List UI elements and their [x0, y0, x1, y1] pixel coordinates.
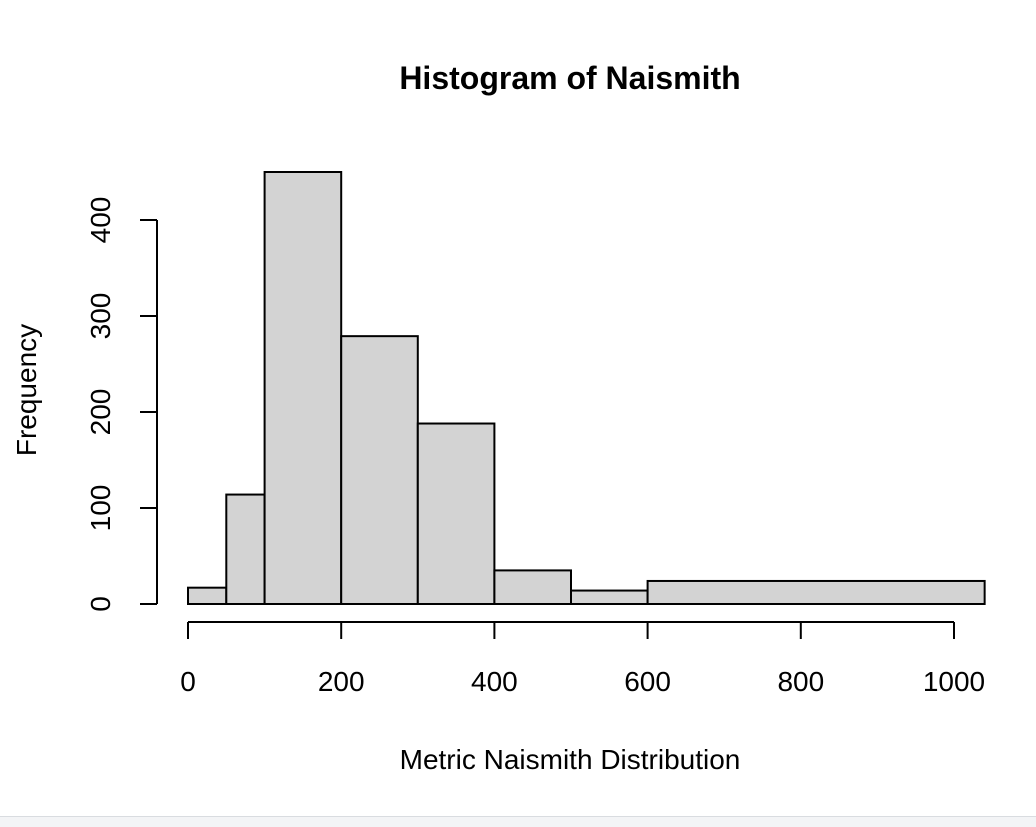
x-tick-label-0: 0 — [180, 666, 196, 697]
y-axis: 0 100 200 300 400 — [85, 197, 158, 612]
histogram-bar-8 — [646, 579, 986, 606]
x-axis-label: Metric Naismith Distribution — [400, 744, 741, 775]
y-tick-label-400: 400 — [85, 197, 116, 244]
y-tick-label-0: 0 — [85, 596, 116, 612]
y-tick-label-200: 200 — [85, 389, 116, 436]
x-tick-label-200: 200 — [318, 666, 365, 697]
histogram-bar-5 — [416, 422, 496, 605]
histogram-bar-7 — [570, 589, 649, 605]
x-tick-label-1000: 1000 — [923, 666, 985, 697]
histogram-bar-3 — [263, 171, 343, 605]
y-tick-label-100: 100 — [85, 485, 116, 532]
y-axis-label: Frequency — [11, 324, 42, 456]
histogram-bars — [187, 171, 986, 606]
x-tick-label-600: 600 — [624, 666, 671, 697]
x-tick-label-800: 800 — [777, 666, 824, 697]
histogram-bar-6 — [493, 569, 572, 606]
histogram-bar-4 — [340, 335, 419, 605]
footer-strip — [0, 816, 1036, 827]
histogram-bar-2 — [225, 493, 266, 605]
chart-title: Histogram of Naismith — [399, 60, 740, 96]
histogram-bar-1 — [187, 586, 228, 605]
y-tick-label-300: 300 — [85, 293, 116, 340]
x-tick-label-400: 400 — [471, 666, 518, 697]
x-axis: 0 200 400 600 800 1000 — [180, 621, 985, 697]
